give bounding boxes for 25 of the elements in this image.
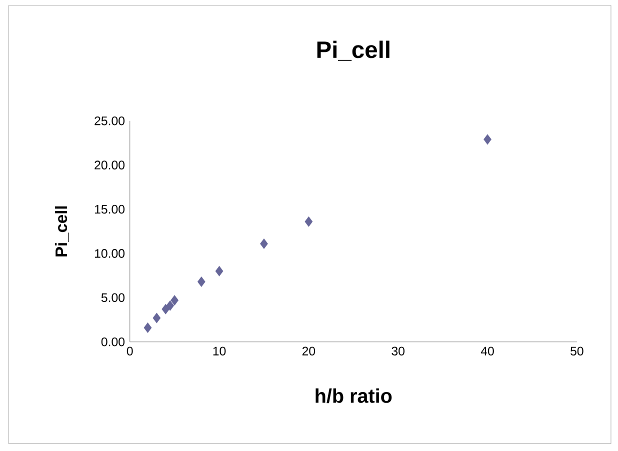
point xyxy=(166,300,174,311)
y-tick-label: 5.00 xyxy=(101,293,125,302)
x-tick-label: 0 xyxy=(126,346,133,356)
point xyxy=(152,312,161,324)
point xyxy=(170,295,178,306)
point xyxy=(198,276,206,287)
x-tick-label: 10 xyxy=(213,346,226,356)
y-axis-title: Pi_cell xyxy=(55,206,69,256)
point xyxy=(215,266,224,276)
y-tick-label: 25.00 xyxy=(94,116,125,126)
point xyxy=(304,216,313,227)
point xyxy=(144,322,152,333)
point xyxy=(260,238,268,249)
x-axis-title: h/b ratio xyxy=(316,388,392,404)
x-tick-label: 40 xyxy=(480,346,494,356)
x-tick-label: 30 xyxy=(392,346,405,356)
point xyxy=(484,134,492,145)
x-tick-label: 20 xyxy=(302,346,316,356)
chart-title: Pi_cell xyxy=(317,40,390,61)
point xyxy=(162,304,170,314)
y-tick-label: 15.00 xyxy=(94,204,125,214)
y-tick-label: 0.00 xyxy=(101,337,125,346)
x-tick-label: 50 xyxy=(570,346,584,356)
y-tick-label: 10.00 xyxy=(94,249,125,258)
y-tick-label: 20.00 xyxy=(94,160,125,170)
